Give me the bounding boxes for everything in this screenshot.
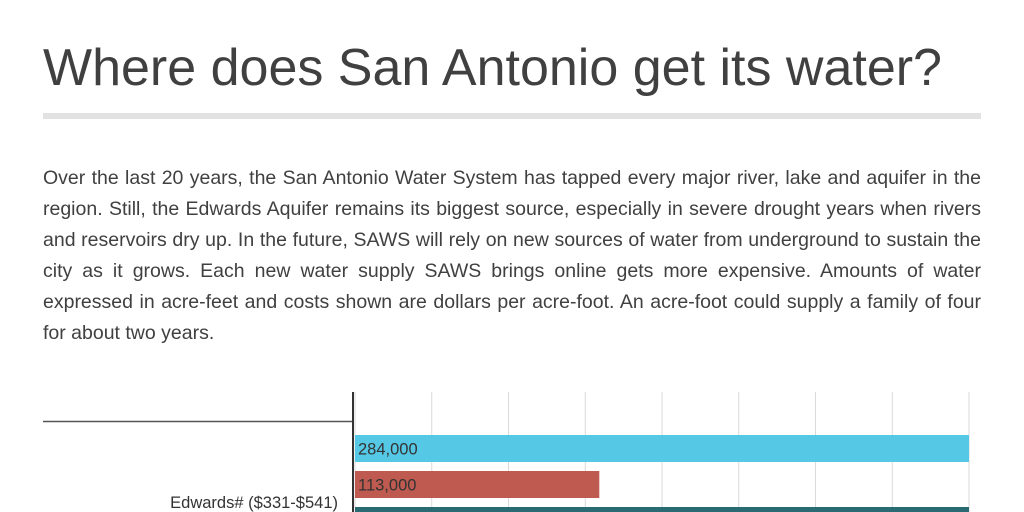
chart-canvas: 284,000 113,000 Edwards# ($331-$541)	[43, 392, 970, 512]
page-title: Where does San Antonio get its water?	[43, 39, 942, 97]
category-label: Edwards# ($331-$541)	[170, 494, 338, 512]
title-divider	[43, 113, 981, 119]
bar-series-1	[355, 435, 969, 462]
bar-value-label: 113,000	[358, 477, 416, 495]
bar-value-label: 284,000	[358, 441, 418, 459]
intro-paragraph: Over the last 20 years, the San Antonio …	[43, 167, 981, 344]
bar-series-2	[355, 471, 600, 498]
water-source-chart: 284,000 113,000 Edwards# ($331-$541)	[0, 380, 1024, 512]
bar-series-3	[355, 507, 969, 512]
